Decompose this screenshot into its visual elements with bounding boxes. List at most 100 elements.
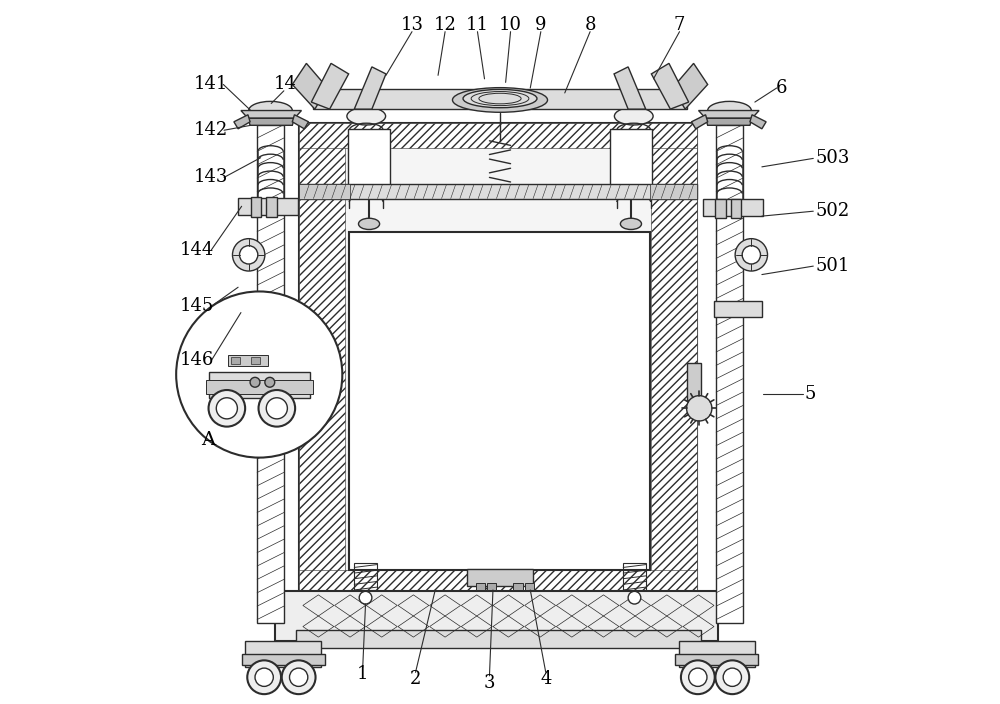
Ellipse shape [358,218,380,230]
Circle shape [247,660,281,694]
Text: 143: 143 [194,168,229,187]
Bar [467,569,533,586]
Bar [703,199,763,216]
Circle shape [288,396,313,421]
Ellipse shape [452,87,548,112]
Polygon shape [248,118,294,125]
Polygon shape [311,63,349,109]
Circle shape [176,291,342,458]
Polygon shape [651,63,689,109]
Bar [299,570,697,595]
Polygon shape [354,67,386,109]
Text: 141: 141 [194,75,229,94]
Circle shape [250,377,260,387]
Ellipse shape [708,101,751,120]
Circle shape [266,398,287,419]
Bar [238,301,286,317]
Text: 142: 142 [194,121,228,139]
Polygon shape [672,63,708,109]
Bar [299,363,313,400]
Circle shape [209,390,245,427]
Bar [687,363,701,400]
Text: 6: 6 [776,79,787,97]
Bar [231,357,240,364]
Text: 7: 7 [674,15,685,34]
Bar [476,583,485,590]
Text: 12: 12 [434,15,457,34]
Text: 4: 4 [540,670,551,689]
Circle shape [681,660,715,694]
Text: 14: 14 [274,75,297,94]
Bar [228,355,268,366]
Polygon shape [292,63,328,109]
Bar [299,184,350,199]
Bar [651,123,697,595]
Polygon shape [706,118,752,125]
Circle shape [216,398,237,419]
Circle shape [715,660,749,694]
Polygon shape [699,111,759,118]
Bar [348,129,390,194]
Bar [257,108,284,125]
Text: 13: 13 [400,15,424,34]
Polygon shape [292,115,309,129]
Bar [716,116,743,623]
Text: 146: 146 [180,351,214,370]
Text: 9: 9 [535,15,547,34]
Bar [251,357,260,364]
Ellipse shape [463,89,537,108]
Bar [487,583,496,590]
Circle shape [282,660,316,694]
Circle shape [265,377,275,387]
Polygon shape [241,111,301,118]
Bar [714,301,762,317]
Circle shape [689,668,707,686]
Circle shape [290,668,308,686]
Circle shape [742,246,760,264]
Bar [731,199,741,218]
Text: A: A [201,431,215,449]
Polygon shape [750,115,766,129]
Text: 2: 2 [410,670,421,689]
Ellipse shape [347,108,386,125]
Ellipse shape [620,218,642,230]
Ellipse shape [249,101,292,120]
Bar [251,197,261,217]
Bar [614,132,648,190]
Bar [242,654,325,665]
Bar [675,654,758,665]
Bar [238,198,298,215]
Bar [299,123,345,595]
Text: 10: 10 [499,15,522,34]
Circle shape [687,396,712,421]
Bar [266,197,277,217]
Text: 11: 11 [466,15,489,34]
Bar [313,89,687,109]
Text: 1: 1 [357,665,368,684]
Bar [209,372,310,398]
Bar [299,123,697,595]
Circle shape [259,390,295,427]
Bar [715,199,726,218]
Text: 145: 145 [180,297,214,315]
Circle shape [359,591,372,604]
Bar [623,563,646,590]
Circle shape [735,239,768,271]
Bar [679,641,755,667]
Bar [296,630,701,648]
Bar [352,132,386,190]
Bar [349,232,650,570]
Text: 503: 503 [815,149,850,168]
Bar [275,591,718,641]
Circle shape [240,246,258,264]
Circle shape [723,668,741,686]
Bar [650,184,697,199]
Text: 5: 5 [804,385,815,403]
Text: 502: 502 [815,202,850,220]
Circle shape [232,239,265,271]
Text: 3: 3 [484,674,495,692]
Bar [610,129,652,194]
Bar [206,380,313,394]
Circle shape [255,668,273,686]
Bar [354,563,377,590]
